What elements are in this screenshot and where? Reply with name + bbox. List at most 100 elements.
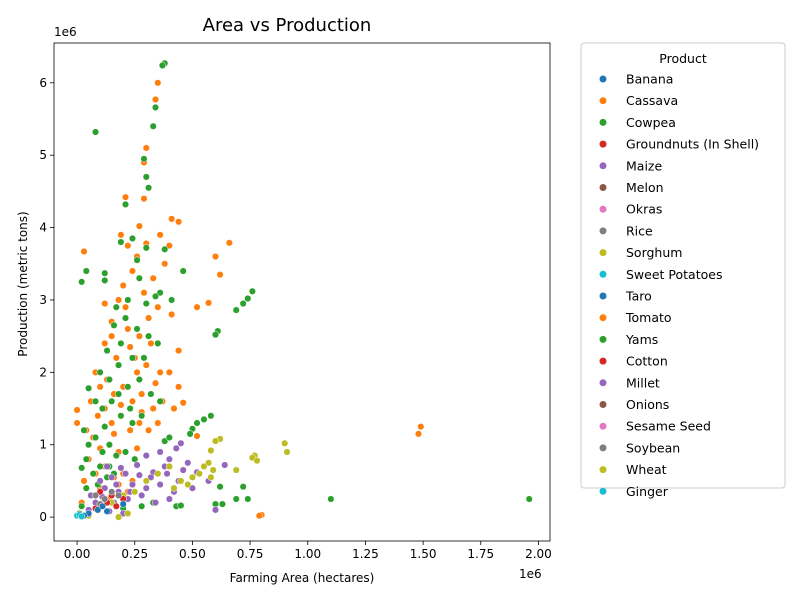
x-tick-label: 0.50	[179, 547, 206, 561]
point-yams	[91, 433, 100, 442]
point-maize	[121, 470, 130, 478]
point-cassava	[151, 95, 160, 104]
point-yams	[128, 234, 136, 242]
point-cassava	[414, 430, 423, 438]
legend-box	[580, 42, 786, 489]
point-rice	[108, 488, 116, 496]
legend-marker-sesame-seed	[599, 422, 607, 430]
point-maize	[184, 459, 192, 467]
point-cassava	[417, 423, 425, 431]
point-yams	[151, 292, 160, 300]
legend-marker-maize	[599, 162, 607, 170]
point-sorghum	[142, 477, 150, 485]
point-cassava	[124, 242, 132, 250]
legend-label-wheat: Wheat	[626, 462, 667, 477]
point-maize	[156, 480, 164, 489]
point-yams	[133, 325, 141, 333]
point-yams	[126, 404, 134, 413]
y-axis-ticks: 0 1 2 3 4 5 6	[39, 76, 54, 524]
point-yams	[248, 287, 256, 295]
point-cassava	[193, 303, 201, 311]
point-cassava	[135, 222, 143, 230]
legend-marker-onions	[599, 401, 607, 408]
point-yams	[98, 448, 106, 456]
point-rice	[115, 491, 123, 499]
point-yams	[156, 397, 164, 405]
point-yams	[78, 502, 86, 510]
point-yams	[124, 296, 132, 304]
point-maize	[96, 477, 104, 485]
y-tick-label: 0	[39, 510, 47, 524]
point-maize	[221, 461, 229, 469]
point-cassava	[117, 231, 125, 239]
point-yams	[244, 495, 252, 503]
point-sorghum	[195, 470, 203, 478]
point-yams	[138, 412, 146, 420]
legend-marker-ginger	[599, 487, 607, 495]
point-cassava	[205, 299, 213, 307]
point-maize	[117, 464, 125, 472]
point-sorghum	[207, 446, 215, 455]
point-cassava	[193, 432, 201, 440]
point-yams	[108, 397, 116, 405]
x-tick-label: 1.25	[352, 547, 379, 561]
point-cassava	[140, 195, 148, 203]
legend-label-taro: Taro	[625, 289, 652, 304]
point-yams	[232, 306, 240, 314]
point-maize	[211, 506, 220, 514]
point-yams	[142, 173, 150, 181]
y-offset-label: 1e6	[54, 25, 77, 39]
point-groundnuts-in-shell	[112, 502, 120, 510]
legend-label-sesame-seed: Sesame Seed	[626, 419, 711, 434]
point-sorghum	[253, 457, 261, 465]
point-yams	[112, 452, 120, 460]
point-yams	[186, 430, 194, 438]
point-cassava	[156, 231, 164, 239]
point-yams	[133, 256, 141, 264]
legend-marker-melon	[599, 184, 607, 191]
legend-label-soybean: Soybean	[626, 440, 680, 455]
point-cassava	[149, 404, 157, 413]
point-yams	[78, 464, 86, 472]
point-cassava	[101, 300, 109, 308]
point-sorghum	[232, 466, 240, 474]
point-cassava	[126, 343, 134, 351]
point-cassava	[216, 271, 224, 279]
point-maize	[177, 439, 185, 447]
legend-marker-cowpea	[599, 118, 607, 126]
point-cassava	[140, 289, 148, 297]
point-sorghum	[184, 480, 192, 489]
point-sorghum	[177, 477, 185, 485]
legend-label-sorghum: Sorghum	[626, 245, 682, 260]
point-sorghum	[154, 470, 162, 478]
point-cassava	[135, 419, 143, 427]
point-yams	[232, 495, 240, 503]
x-tick-label: 1.00	[294, 547, 321, 561]
point-groundnuts-in-shell	[96, 488, 104, 496]
y-tick-label: 4	[39, 221, 47, 235]
x-tick-label: 0.00	[64, 547, 91, 561]
point-yams	[85, 441, 93, 449]
legend-label-cassava: Cassava	[626, 93, 678, 108]
y-tick-label: 6	[39, 76, 47, 90]
point-maize	[133, 461, 141, 469]
point-cassava	[108, 419, 116, 427]
point-maize	[165, 495, 173, 503]
point-yams	[200, 415, 208, 423]
point-yams	[525, 495, 533, 503]
point-yams	[105, 376, 113, 384]
y-tick-label: 5	[39, 148, 47, 162]
point-sorghum	[115, 513, 123, 521]
point-cassava	[110, 430, 118, 438]
legend-marker-wheat	[599, 466, 607, 474]
point-sorghum	[211, 437, 220, 445]
y-tick-label: 1	[39, 438, 47, 452]
point-cassava	[147, 339, 155, 347]
point-maize	[142, 484, 150, 492]
point-rice	[101, 495, 109, 503]
point-yams	[117, 412, 125, 420]
point-yams	[145, 332, 153, 340]
point-maize	[135, 471, 143, 479]
point-yams	[218, 500, 226, 508]
